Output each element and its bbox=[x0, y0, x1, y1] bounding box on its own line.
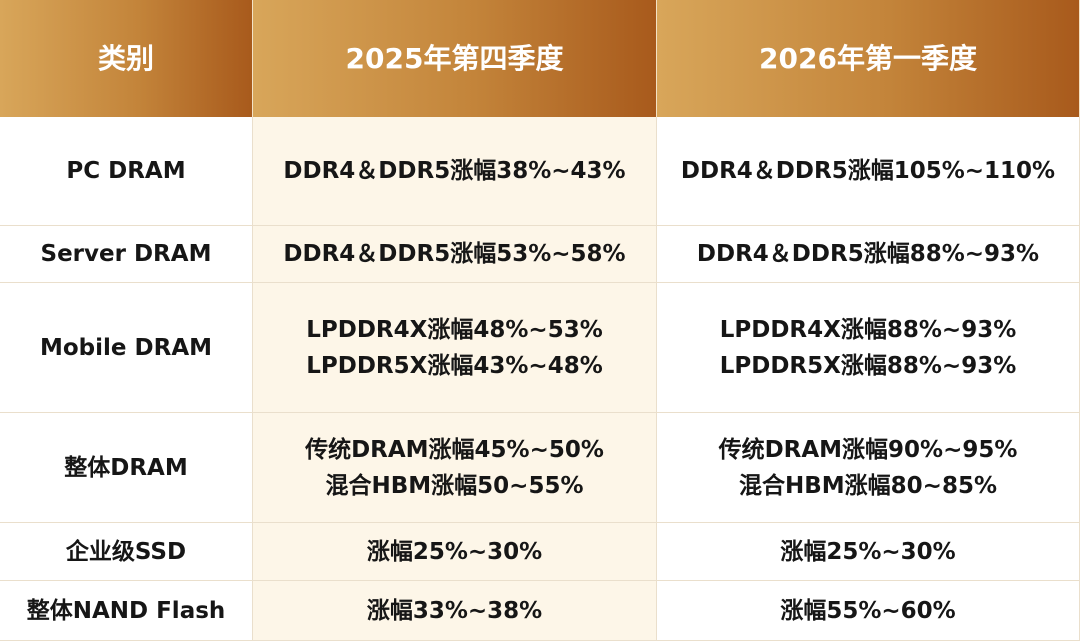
cell-text: 涨幅33%~38% bbox=[366, 597, 543, 624]
category-cell: Server DRAM bbox=[0, 226, 253, 283]
category-cell: 企业级SSD bbox=[0, 523, 253, 581]
cell-text: 2026年第一季度 bbox=[759, 41, 977, 75]
value-cell: 传统DRAM涨幅90%~95% 混合HBM涨幅80~85% bbox=[657, 413, 1080, 523]
value-cell: 涨幅25%~30% bbox=[253, 523, 657, 581]
cell-text: 整体NAND Flash bbox=[26, 597, 226, 624]
value-cell: 涨幅33%~38% bbox=[253, 581, 657, 641]
cell-text: 2025年第四季度 bbox=[345, 41, 564, 75]
cell-text: 整体DRAM bbox=[64, 454, 188, 481]
cell-text: PC DRAM bbox=[66, 158, 186, 184]
category-cell: PC DRAM bbox=[0, 117, 253, 226]
cell-text: DDR4＆DDR5涨幅38%~43% bbox=[283, 158, 626, 184]
cell-text: LPDDR4X涨幅88%~93% bbox=[719, 316, 1017, 343]
header-cell: 2025年第四季度 bbox=[253, 0, 657, 117]
cell-text: Mobile DRAM bbox=[39, 334, 213, 361]
value-cell: 传统DRAM涨幅45%~50% 混合HBM涨幅50~55% bbox=[253, 413, 657, 523]
value-cell: 涨幅25%~30% bbox=[657, 523, 1080, 581]
cell-text: 传统DRAM涨幅90%~95% bbox=[718, 436, 1018, 463]
category-cell: 整体NAND Flash bbox=[0, 581, 253, 641]
cell-text: 涨幅25%~30% bbox=[780, 538, 956, 565]
cell-text: 传统DRAM涨幅45%~50% bbox=[305, 436, 604, 463]
cell-text: DDR4＆DDR5涨幅105%~110% bbox=[680, 158, 1056, 184]
value-cell: 涨幅55%~60% bbox=[657, 581, 1080, 641]
cell-text: 混合HBM涨幅50~55% bbox=[325, 472, 584, 499]
value-cell: DDR4＆DDR5涨幅88%~93% bbox=[657, 226, 1080, 283]
header-cell: 类别 bbox=[0, 0, 253, 117]
value-cell: DDR4＆DDR5涨幅38%~43% bbox=[253, 117, 657, 226]
cell-text: DDR4＆DDR5涨幅53%~58% bbox=[283, 241, 626, 267]
value-cell: DDR4＆DDR5涨幅105%~110% bbox=[657, 117, 1080, 226]
category-cell: 整体DRAM bbox=[0, 413, 253, 523]
value-cell: LPDDR4X涨幅48%~53% LPDDR5X涨幅43%~48% bbox=[253, 283, 657, 413]
cell-text: 企业级SSD bbox=[65, 538, 187, 565]
header-cell: 2026年第一季度 bbox=[657, 0, 1080, 117]
cell-text: Server DRAM bbox=[40, 241, 212, 267]
cell-text: LPDDR5X涨幅88%~93% bbox=[719, 352, 1017, 379]
value-cell: DDR4＆DDR5涨幅53%~58% bbox=[253, 226, 657, 283]
cell-text: LPDDR5X涨幅43%~48% bbox=[306, 352, 603, 379]
cell-text: DDR4＆DDR5涨幅88%~93% bbox=[696, 241, 1040, 267]
cell-text: 混合HBM涨幅80~85% bbox=[739, 472, 997, 499]
value-cell: LPDDR4X涨幅88%~93% LPDDR5X涨幅88%~93% bbox=[657, 283, 1080, 413]
cell-text: LPDDR4X涨幅48%~53% bbox=[306, 316, 603, 343]
cell-text: 涨幅25%~30% bbox=[366, 538, 543, 565]
cell-text: 类别 bbox=[97, 41, 154, 75]
cell-text: 涨幅55%~60% bbox=[780, 597, 956, 624]
category-cell: Mobile DRAM bbox=[0, 283, 253, 413]
